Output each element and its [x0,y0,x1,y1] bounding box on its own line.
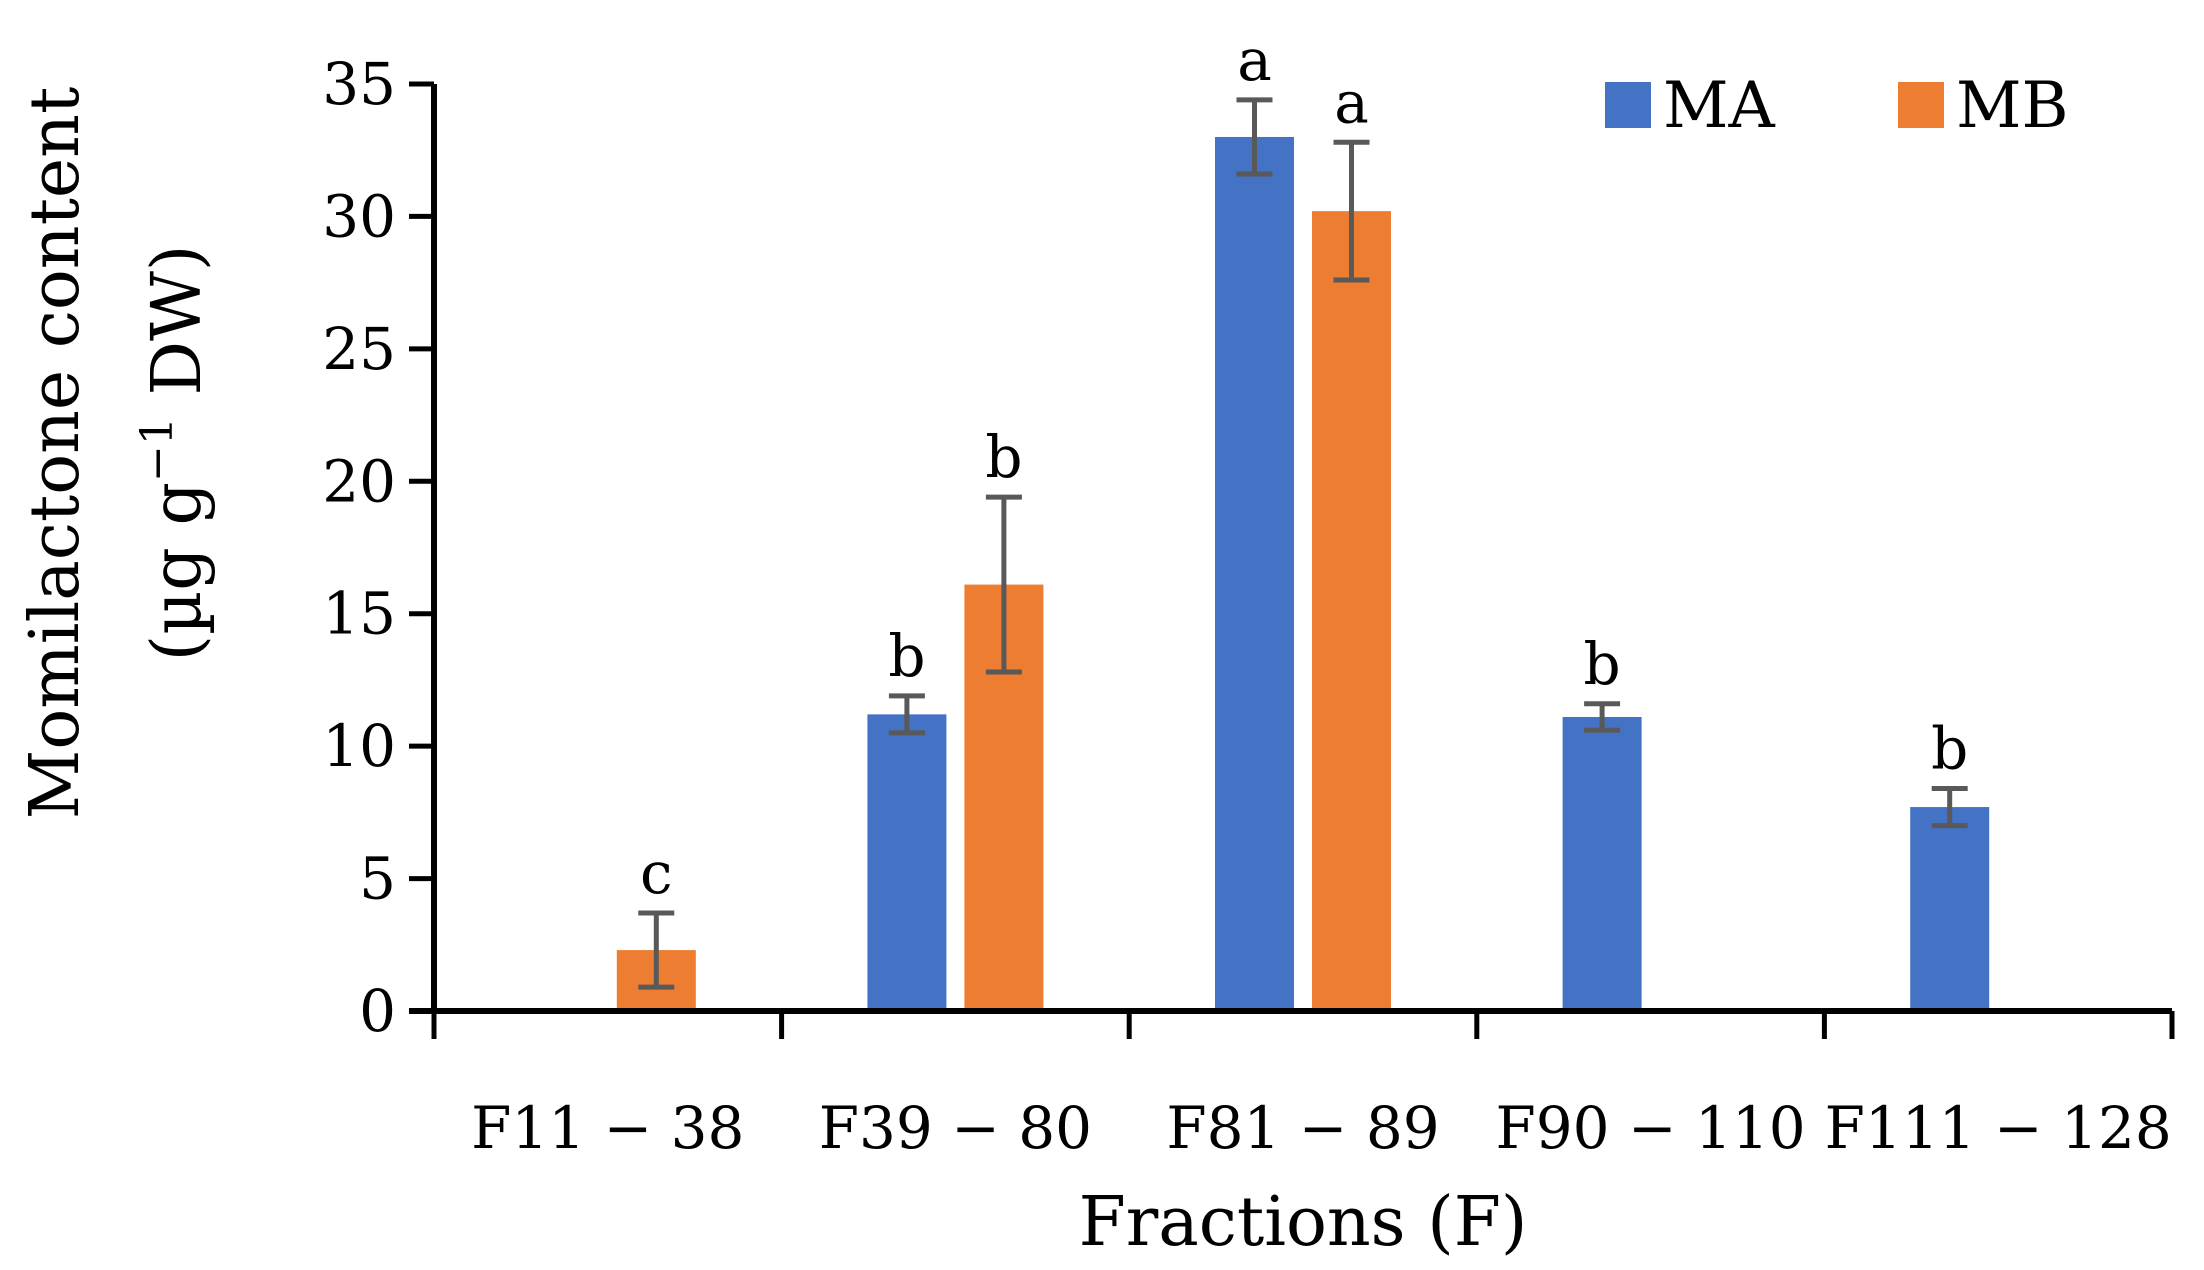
significance-label-mb-1: c [640,839,672,907]
legend-label-ma: MA [1663,69,1776,143]
significance-label-ma-2: b [888,622,925,690]
error-bar-mb-2 [985,494,1022,675]
error-bar-ma-2 [888,693,925,736]
x-tick-label-1: F11 − 38 [471,1094,744,1162]
bar-mb-3 [1312,211,1391,1012]
y-axis-title-superscript: −1 [132,417,183,482]
significance-label-mb-2: b [985,423,1022,491]
y-tick-label-25: 25 [322,315,396,383]
y-axis-title-suffix: DW) [138,245,217,418]
y-tick-label-30: 30 [322,182,396,250]
y-axis-title: Momilactone content (µg g−1 DW) [16,87,217,820]
significance-label-ma-4: b [1584,630,1621,698]
bar-ma-4 [1562,717,1642,1011]
bars-layer [616,136,1990,1012]
x-axis-title: Fractions (F) [1079,1183,1528,1262]
y-tick-label-35: 35 [322,50,396,118]
x-ticks: F11 − 38 F39 − 80 F81 − 89 F90 − 110 F111 − … [431,1011,2175,1162]
bar-ma-2 [867,714,947,1011]
x-tick-label-3: F81 − 89 [1166,1094,1439,1162]
legend-label-mb: MB [1956,69,2069,143]
x-tick-label-5: F111 − 128 [1825,1094,2172,1162]
error-bar-ma-3 [1236,97,1273,177]
y-axis-title-line2: (µg g−1 DW) [132,245,217,662]
y-tick-label-20: 20 [322,447,396,515]
error-bars-layer [638,97,1968,990]
significance-label-ma-3: a [1237,26,1272,94]
error-bar-ma-5 [1931,786,1968,829]
legend-swatch-mb [1898,82,1944,128]
error-bar-ma-4 [1584,701,1621,733]
y-axis-title-line1: Momilactone content [16,87,95,820]
legend: MA MB [1605,69,2069,143]
x-tick-label-4: F90 − 110 [1495,1094,1805,1162]
y-tick-label-15: 15 [322,580,396,648]
axes-layer [409,84,2172,1014]
legend-swatch-ma [1605,82,1651,128]
y-tick-label-10: 10 [322,712,396,780]
error-bar-mb-3 [1333,139,1370,283]
error-bar-mb-1 [638,910,675,990]
y-tick-label-0: 0 [359,977,396,1045]
x-tick-label-2: F39 − 80 [819,1094,1092,1162]
significance-label-mb-3: a [1334,68,1369,136]
significance-label-ma-5: b [1931,715,1968,783]
y-ticks: 0 5 10 15 20 25 30 35 [322,50,434,1045]
y-tick-label-5: 5 [359,845,396,913]
y-axis-title-prefix: (µg g [138,482,217,661]
bar-ma-5 [1910,807,1990,1011]
bar-ma-3 [1215,136,1294,1011]
significance-labels: b a b b c b a [640,26,1968,907]
